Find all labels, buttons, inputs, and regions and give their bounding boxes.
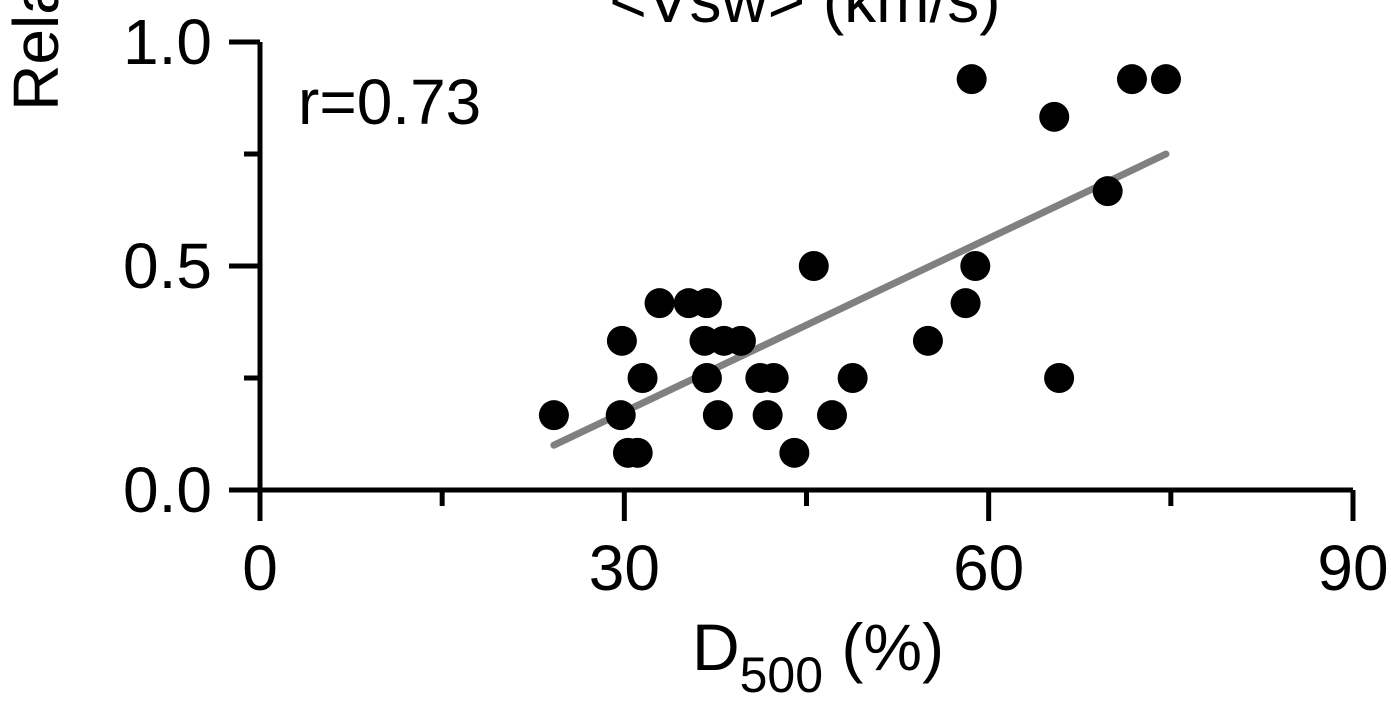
data-point [622,437,653,468]
y-axis-label-fragment: Rela [0,0,72,111]
data-point [837,363,868,393]
data-point [627,363,658,393]
chart-title-fragment: <Vsw> (km/s) [609,0,1000,36]
data-point [1092,176,1123,207]
data-point [606,325,637,356]
data-point [691,363,722,393]
fit-line [550,150,1170,449]
data-point [605,400,636,431]
x-tick-label: 90 [1317,532,1388,604]
data-point [538,400,569,431]
x-axis-label-main: D [692,610,740,684]
x-axis-label: D500 (%) [692,610,944,703]
x-axis-label-unit: (%) [823,610,944,684]
data-point [1150,64,1181,95]
data-point [950,288,981,319]
data-point [960,251,991,281]
x-axis-label-subscript: 500 [740,647,823,703]
data-point [912,325,943,356]
data-point [644,288,675,319]
data-point [779,437,810,468]
y-tick-label: 0.0 [123,454,212,526]
y-tick-label: 1.0 [123,6,212,78]
data-point [752,400,783,431]
fit-line-group [550,150,1170,449]
data-point [702,400,733,431]
data-point [691,288,722,319]
data-point [956,64,987,95]
data-point [1116,64,1147,95]
x-tick-label: 60 [953,532,1024,604]
data-point [725,325,756,356]
correlation-annotation: r=0.73 [298,66,481,138]
x-tick-label: 0 [242,532,278,604]
y-tick-label: 0.5 [123,230,212,302]
data-point [798,251,829,281]
data-point [1039,101,1070,132]
data-point [1044,363,1075,393]
data-points [538,64,1181,468]
data-point [817,400,848,431]
x-tick-label: 30 [589,532,660,604]
data-point [758,363,789,393]
axes: 0 30 60 90 0.0 0.5 1.0 [123,6,1389,604]
